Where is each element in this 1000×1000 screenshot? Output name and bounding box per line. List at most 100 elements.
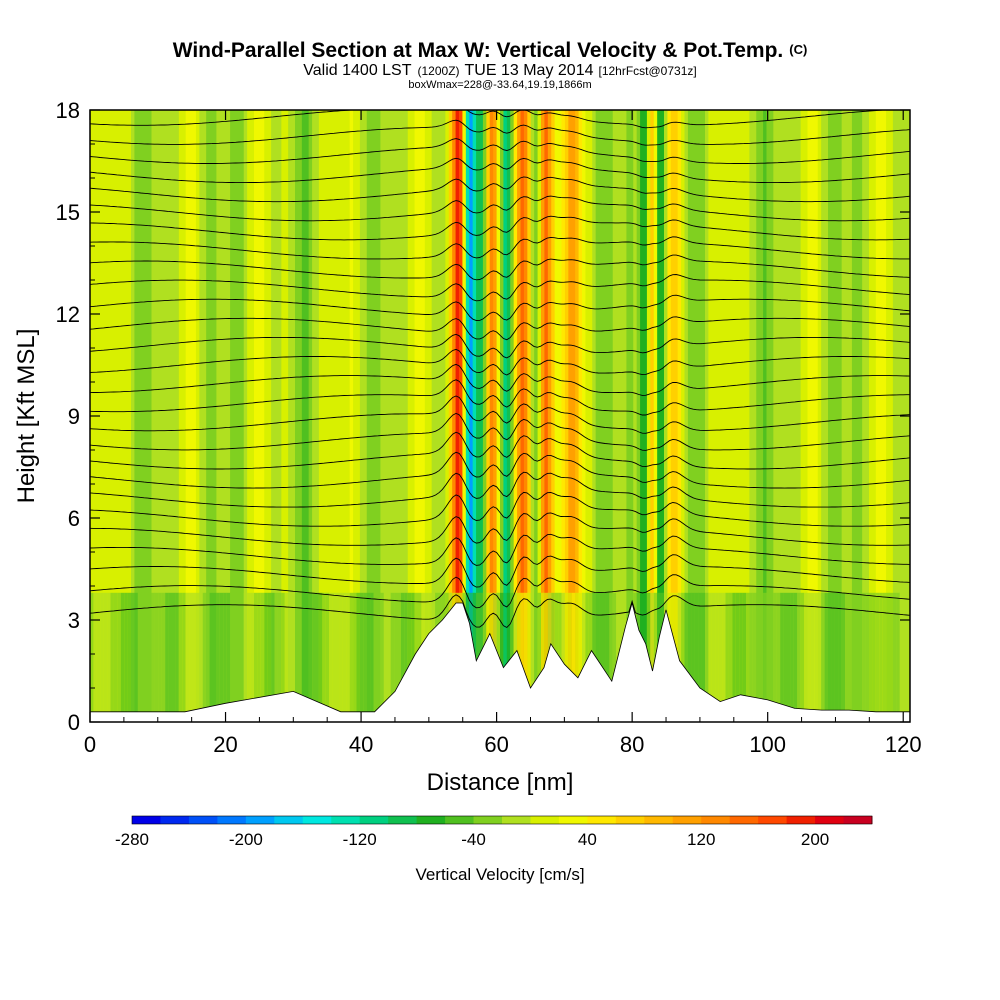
velocity-column-lowlevel <box>797 592 802 722</box>
velocity-column <box>151 110 156 722</box>
velocity-column-lowlevel <box>332 592 337 722</box>
velocity-column-lowlevel <box>199 592 204 722</box>
velocity-column-lowlevel <box>96 592 101 722</box>
velocity-column <box>236 110 241 722</box>
velocity-column-lowlevel <box>267 592 272 722</box>
velocity-column <box>701 110 706 722</box>
velocity-column <box>172 110 177 722</box>
velocity-column <box>568 110 573 722</box>
velocity-column-lowlevel <box>804 592 809 722</box>
velocity-column <box>281 110 286 722</box>
y-tick-label: 9 <box>68 404 80 429</box>
velocity-column-lowlevel <box>698 592 703 722</box>
velocity-column-lowlevel <box>110 592 115 722</box>
velocity-column-lowlevel <box>814 592 819 722</box>
velocity-column <box>165 110 170 722</box>
velocity-column <box>742 110 747 722</box>
colorbar-swatch <box>644 816 674 824</box>
velocity-column <box>373 110 378 722</box>
velocity-column <box>728 110 733 722</box>
velocity-column-lowlevel <box>506 592 511 722</box>
velocity-column-lowlevel <box>848 592 853 722</box>
isentrope-line <box>90 491 910 527</box>
velocity-column <box>517 110 522 722</box>
velocity-column <box>875 110 880 722</box>
velocity-column <box>383 110 388 722</box>
velocity-column <box>342 110 347 722</box>
velocity-column-lowlevel <box>103 592 108 722</box>
velocity-column-lowlevel <box>394 592 399 722</box>
velocity-column-lowlevel <box>195 592 200 722</box>
velocity-column-lowlevel <box>575 592 580 722</box>
velocity-column-lowlevel <box>182 592 187 722</box>
velocity-column-lowlevel <box>189 592 194 722</box>
x-axis: 0 20 40 60 80 100 120 <box>84 110 922 757</box>
velocity-column-lowlevel <box>780 592 785 722</box>
velocity-column-lowlevel <box>906 592 910 722</box>
velocity-column-lowlevel <box>247 592 252 722</box>
velocity-column <box>582 110 587 722</box>
velocity-column <box>247 110 252 722</box>
velocity-column <box>595 110 600 722</box>
velocity-column <box>711 110 716 722</box>
velocity-column-lowlevel <box>161 592 166 722</box>
velocity-column-lowlevel <box>790 592 795 722</box>
velocity-column-lowlevel <box>206 592 211 722</box>
velocity-column-lowlevel <box>821 592 826 722</box>
velocity-column <box>814 110 819 722</box>
velocity-column-lowlevel <box>571 592 576 722</box>
velocity-column-lowlevel <box>527 592 532 722</box>
velocity-column-lowlevel <box>390 592 395 722</box>
velocity-column-lowlevel <box>534 592 539 722</box>
velocity-column <box>421 110 426 722</box>
isentrope-line <box>90 363 910 396</box>
velocity-column-lowlevel <box>230 592 235 722</box>
velocity-column <box>783 110 788 722</box>
velocity-column <box>506 110 511 722</box>
velocity-column <box>664 110 669 722</box>
velocity-column <box>650 110 655 722</box>
velocity-column-lowlevel <box>705 592 710 722</box>
velocity-column-lowlevel <box>722 592 727 722</box>
y-axis: 0 3 6 9 12 15 18 <box>56 98 910 735</box>
velocity-column-lowlevel <box>404 592 409 722</box>
velocity-column-lowlevel <box>288 592 293 722</box>
velocity-column-lowlevel <box>240 592 245 722</box>
velocity-column-lowlevel <box>151 592 156 722</box>
velocity-column <box>520 110 525 722</box>
velocity-column <box>189 110 194 722</box>
velocity-column-lowlevel <box>732 592 737 722</box>
velocity-column <box>185 110 190 722</box>
colorbar-swatch <box>217 816 247 824</box>
velocity-column <box>534 110 539 722</box>
velocity-column <box>407 110 412 722</box>
velocity-column-lowlevel <box>599 592 604 722</box>
velocity-column <box>223 110 228 722</box>
velocity-column <box>643 110 648 722</box>
velocity-column <box>124 110 129 722</box>
velocity-column <box>284 110 289 722</box>
velocity-column-lowlevel <box>691 592 696 722</box>
velocity-column-lowlevel <box>872 592 877 722</box>
velocity-column <box>134 110 139 722</box>
velocity-column-lowlevel <box>192 592 197 722</box>
velocity-column <box>438 110 443 722</box>
y-tick-label: 15 <box>56 200 80 225</box>
velocity-column-lowlevel <box>131 592 136 722</box>
velocity-column <box>691 110 696 722</box>
velocity-column-lowlevel <box>595 592 600 722</box>
velocity-column-lowlevel <box>284 592 289 722</box>
velocity-column <box>359 110 364 722</box>
velocity-column <box>154 110 159 722</box>
velocity-column <box>503 110 508 722</box>
velocity-column <box>308 110 313 722</box>
velocity-column-lowlevel <box>612 592 617 722</box>
velocity-column-lowlevel <box>769 592 774 722</box>
velocity-column-lowlevel <box>694 592 699 722</box>
velocity-column <box>336 110 341 722</box>
velocity-column <box>459 110 464 722</box>
velocity-column <box>271 110 276 722</box>
velocity-column <box>414 110 419 722</box>
isentrope-line <box>90 348 910 376</box>
velocity-column-lowlevel <box>233 592 238 722</box>
